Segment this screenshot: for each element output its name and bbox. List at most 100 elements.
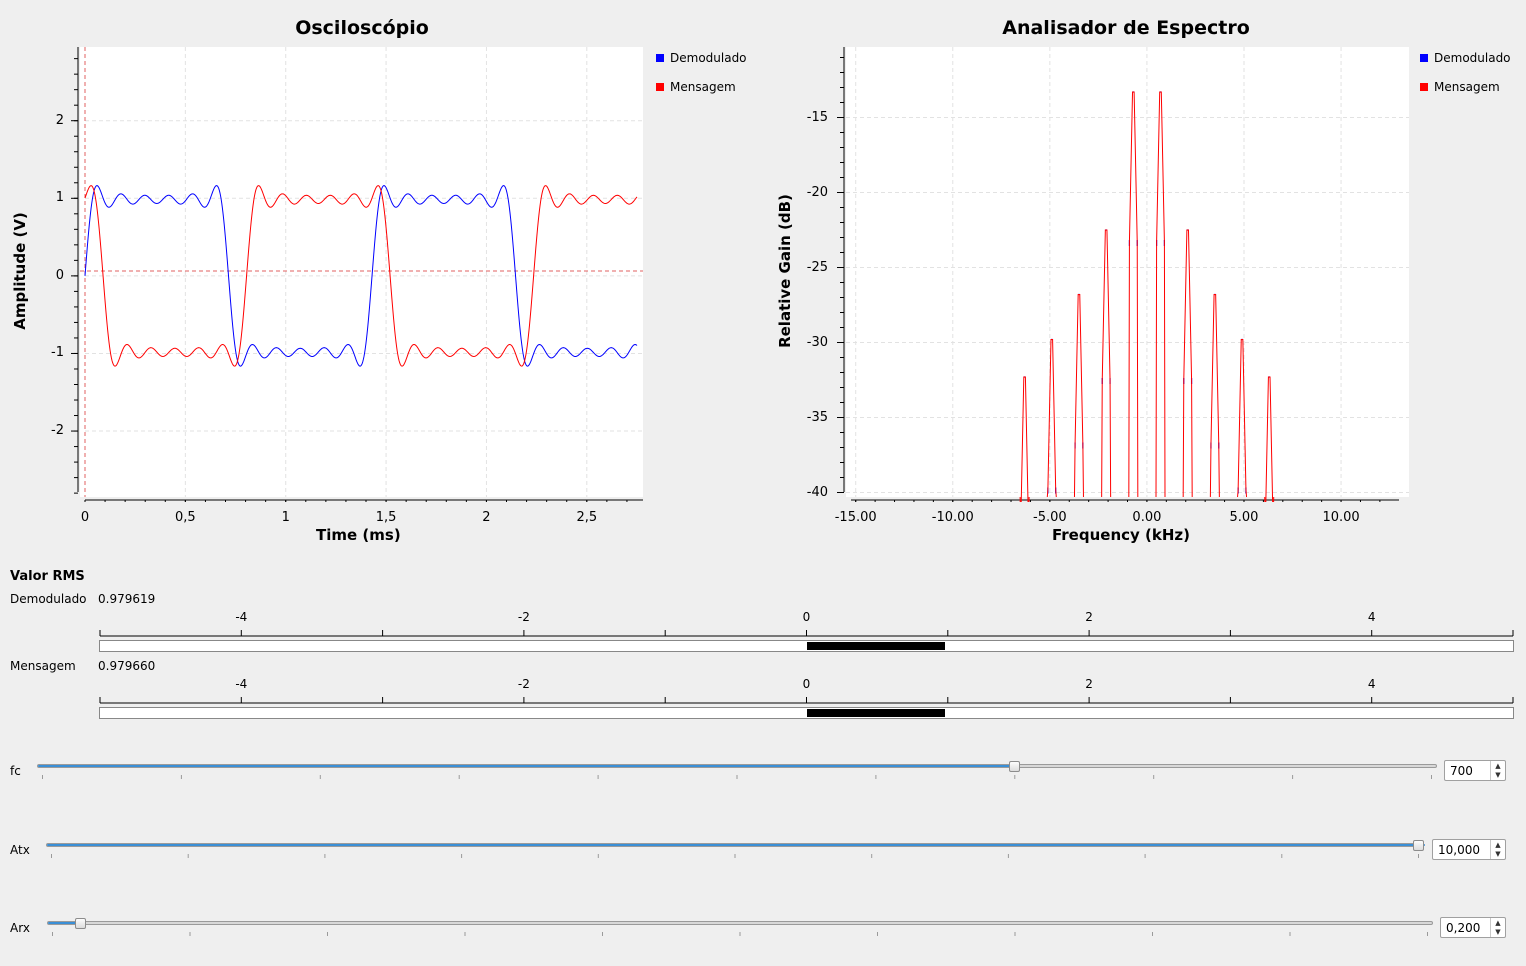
atx-spinbox[interactable]: 10,000 ▲ ▼ — [1432, 839, 1506, 860]
spectrum-grid — [846, 47, 1409, 497]
oscilloscope-plot[interactable] — [70, 42, 650, 502]
fc-value[interactable]: 700 — [1450, 764, 1473, 778]
spin-down-icon[interactable]: ▼ — [1495, 771, 1501, 779]
rms-scale-tick-label: 4 — [1367, 677, 1376, 691]
legend-label: Mensagem — [1434, 80, 1500, 94]
fc-slider-groove[interactable] — [37, 764, 1437, 768]
fc-slider-handle[interactable] — [1009, 761, 1021, 772]
atx-slider-groove[interactable] — [46, 843, 1425, 847]
rms-demodulado-scale: -4 -2 0 2 4 — [99, 610, 1514, 654]
rms-scale-ruler — [99, 697, 1514, 704]
y-tick-label: -15 — [806, 109, 828, 125]
y-tick-label: -35 — [806, 409, 828, 425]
fc-slider[interactable] — [37, 760, 1437, 784]
legend-item-demodulado[interactable]: Demodulado — [1420, 51, 1511, 65]
legend-label: Mensagem — [670, 80, 736, 94]
x-tick-label: 1 — [281, 510, 290, 525]
y-tick-label: -20 — [806, 184, 828, 200]
rms-bar-fill — [806, 642, 945, 650]
rms-bar-frame — [99, 640, 1514, 652]
legend-swatch-mensagem — [1420, 83, 1428, 91]
legend-item-mensagem[interactable]: Mensagem — [656, 80, 747, 94]
x-tick-label: 10.00 — [1322, 510, 1360, 525]
spectrum-series-mensagem — [1019, 91, 1275, 502]
spin-up-icon[interactable]: ▲ — [1495, 919, 1501, 927]
x-tick-label: 5.00 — [1229, 510, 1259, 525]
atx-value[interactable]: 10,000 — [1438, 843, 1480, 857]
rms-scale-tick-label: 0 — [802, 610, 811, 624]
rms-mensagem-label: Mensagem — [10, 659, 76, 673]
rms-demodulado-label: Demodulado — [10, 592, 87, 606]
y-tick-label: -30 — [806, 334, 828, 350]
spectrum-title: Analisador de Espectro — [1002, 17, 1250, 39]
oscilloscope-ticks — [71, 58, 628, 502]
rms-bar-fill — [806, 709, 945, 717]
legend-item-mensagem[interactable]: Mensagem — [1420, 80, 1511, 94]
rms-scale-tick-label: 2 — [1085, 677, 1093, 691]
spectrum-y-axis-label: Relative Gain (dB) — [776, 194, 794, 348]
atx-slider-handle[interactable] — [1413, 840, 1424, 851]
y-tick-label: -2 — [51, 423, 64, 439]
legend-item-demodulado[interactable]: Demodulado — [656, 51, 747, 65]
y-tick-label: -40 — [806, 484, 828, 500]
x-tick-label: 0,5 — [175, 510, 196, 525]
rms-bar-frame — [99, 707, 1514, 719]
arx-slider-groove[interactable] — [47, 921, 1433, 925]
spectrum-plot[interactable] — [836, 42, 1416, 502]
x-tick-label: 1,5 — [375, 510, 397, 525]
atx-slider-ticks — [51, 854, 1419, 858]
oscilloscope-title: Osciloscópio — [295, 17, 429, 39]
arx-slider-handle[interactable] — [74, 918, 86, 929]
arx-label: Arx — [10, 921, 30, 935]
rms-scale-tick-label: -4 — [235, 610, 248, 624]
rms-scale-tick-label: 2 — [1085, 610, 1093, 624]
oscilloscope-canvas — [80, 47, 643, 497]
spectrum-canvas — [846, 47, 1409, 497]
rms-mensagem-scale: -4 -2 0 2 4 — [99, 677, 1514, 721]
oscilloscope-grid — [84, 47, 643, 497]
y-tick-label: 0 — [55, 267, 64, 283]
fc-slider-ticks — [42, 775, 1432, 779]
arx-slider-ticks — [52, 932, 1428, 936]
legend-label: Demodulado — [670, 51, 747, 65]
spectrum-legend: Demodulado Mensagem — [1420, 51, 1511, 109]
oscilloscope-series-mensagem — [84, 185, 638, 367]
x-tick-label: 2,5 — [576, 510, 598, 525]
arx-value[interactable]: 0,200 — [1446, 921, 1481, 935]
x-tick-label: -10.00 — [931, 510, 974, 525]
rms-scale-tick-label: 4 — [1367, 610, 1376, 624]
x-tick-label: 2 — [482, 510, 491, 525]
spin-up-icon[interactable]: ▲ — [1495, 841, 1501, 849]
x-tick-label: 0 — [80, 510, 90, 525]
rms-title: Valor RMS — [10, 569, 85, 584]
legend-swatch-demodulado — [1420, 54, 1428, 62]
rms-scale-tick-label: -4 — [235, 677, 248, 691]
spectrum-x-axis-label: Frequency (kHz) — [1052, 526, 1190, 544]
y-tick-label: 2 — [55, 112, 64, 128]
rms-scale-tick-label: -2 — [517, 677, 530, 691]
oscilloscope-series-demodulado — [84, 185, 638, 367]
y-tick-label: 1 — [55, 190, 64, 206]
fc-spinbox[interactable]: 700 ▲ ▼ — [1444, 760, 1506, 781]
x-tick-label: 0.00 — [1132, 510, 1162, 525]
spin-down-icon[interactable]: ▼ — [1495, 928, 1501, 936]
rms-demodulado-value: 0.979619 — [98, 592, 156, 606]
spin-up-icon[interactable]: ▲ — [1495, 762, 1501, 770]
arx-slider-filled — [48, 922, 76, 924]
fc-slider-filled — [38, 765, 1018, 767]
arx-slider[interactable] — [47, 917, 1433, 941]
legend-label: Demodulado — [1434, 51, 1511, 65]
fc-label: fc — [10, 764, 21, 778]
legend-swatch-mensagem — [656, 83, 664, 91]
rms-scale-tick-label: 0 — [802, 677, 811, 691]
atx-slider[interactable] — [46, 839, 1425, 863]
x-tick-label: -15.00 — [834, 510, 877, 525]
rms-mensagem-value: 0.979660 — [98, 659, 156, 673]
spin-down-icon[interactable]: ▼ — [1495, 850, 1501, 858]
arx-spinbox[interactable]: 0,200 ▲ ▼ — [1440, 917, 1506, 938]
oscilloscope-legend: Demodulado Mensagem — [656, 51, 747, 109]
rms-scale-ruler — [99, 630, 1514, 637]
y-tick-label: -1 — [51, 345, 64, 361]
y-tick-label: -25 — [806, 259, 828, 275]
oscilloscope-x-axis-label: Time (ms) — [316, 526, 401, 544]
